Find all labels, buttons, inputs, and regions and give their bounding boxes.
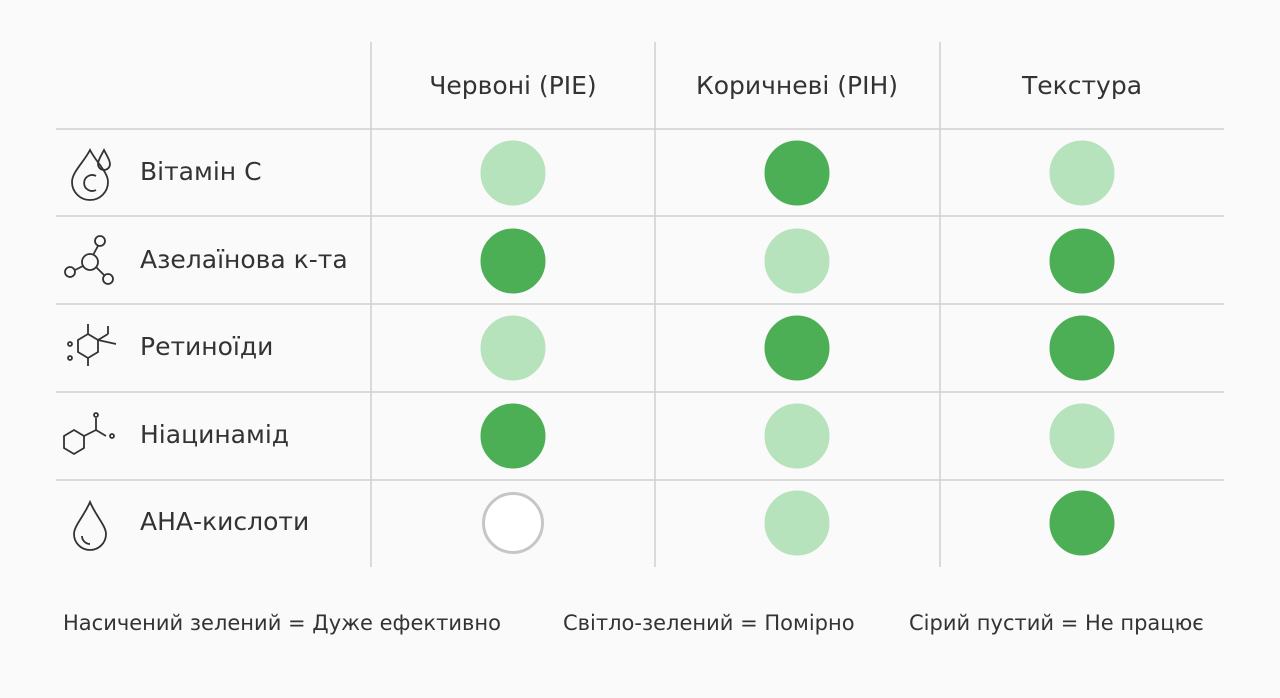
rating-dot [1049, 315, 1115, 381]
rating-dot [480, 228, 546, 294]
row-label: АНА-кислоти [140, 507, 309, 536]
icon-drop [73, 499, 107, 551]
rating-dot [764, 228, 830, 294]
rating-dot [764, 140, 830, 206]
icon-niacinamide [63, 412, 115, 456]
icon-retinoid [67, 324, 117, 366]
legend-item: Насичений зелений = Дуже ефективно [63, 611, 501, 635]
row-label: Ретиноїди [140, 332, 273, 361]
rating-dot [1049, 490, 1115, 556]
rating-dot [482, 492, 544, 554]
rating-dot [1049, 403, 1115, 469]
row-label: Ніацинамід [140, 420, 289, 449]
row-label: Вітамін С [140, 157, 262, 186]
rating-dot [764, 315, 830, 381]
column-header: Текстура [1021, 71, 1142, 100]
rating-dot [480, 403, 546, 469]
column-header: Червоні (PIE) [429, 71, 596, 100]
icon-molecule [64, 235, 114, 285]
icon-vitamin-c [71, 147, 111, 201]
column-header: Коричневі (PIH) [696, 71, 898, 100]
rating-dot [480, 315, 546, 381]
rating-dot [480, 140, 546, 206]
legend-item: Сірий пустий = Не працює [909, 611, 1204, 635]
row-label: Азелаїнова к-та [140, 245, 348, 274]
rating-dot [1049, 140, 1115, 206]
rating-dot [764, 403, 830, 469]
rating-dot [764, 490, 830, 556]
table-grid [56, 42, 1224, 567]
legend-item: Світло-зелений = Помірно [563, 611, 855, 635]
rating-dot [1049, 228, 1115, 294]
